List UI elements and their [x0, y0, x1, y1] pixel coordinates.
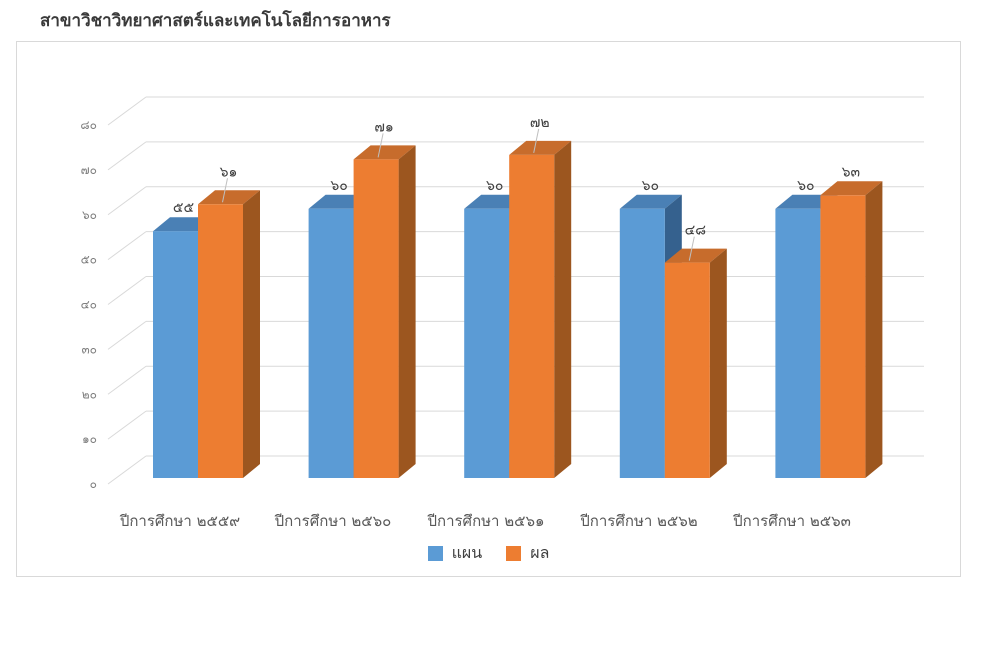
- bar-top-result: [198, 190, 260, 205]
- bar-side-result: [243, 190, 260, 478]
- data-label-leader-line: [688, 236, 695, 261]
- data-label: ๕๕: [173, 200, 194, 216]
- data-label: ๖๑: [220, 164, 238, 180]
- y-tick-label: ๓๐: [81, 342, 97, 356]
- legend-swatch-plan-icon: [427, 545, 443, 561]
- bar-plan: [464, 208, 510, 478]
- bar-plan: [775, 208, 821, 478]
- legend-item-result: ผล: [506, 544, 549, 562]
- data-label: ๖๓: [842, 164, 860, 180]
- bar-plan: [153, 231, 198, 478]
- y-axis-tick-line: [107, 276, 147, 305]
- legend-item-plan: แผน: [427, 543, 483, 562]
- bar-result: [820, 195, 866, 478]
- y-tick-label: ๘๐: [80, 118, 97, 132]
- x-category-label: ปีการศึกษา ๒๕๕๙: [119, 512, 240, 530]
- data-label: ๖๐: [330, 178, 347, 194]
- data-label: ๗๑: [374, 119, 393, 135]
- legend-label-plan: แผน: [451, 543, 483, 562]
- bar-top-result: [353, 145, 416, 160]
- y-axis-tick-line: [107, 410, 147, 440]
- y-tick-label: ๔๐: [81, 298, 97, 312]
- bar-side-result: [865, 181, 883, 478]
- data-label-leader-line: [222, 178, 228, 203]
- y-axis-tick-line: [107, 455, 147, 485]
- data-label-leader-line: [377, 133, 384, 158]
- x-category-label: ปีการศึกษา ๒๕๖๐: [274, 512, 392, 530]
- bar-result: [509, 154, 555, 478]
- y-axis-tick-line: [107, 96, 147, 126]
- bar-side-result: [398, 145, 416, 478]
- bar-side-result: [554, 140, 572, 478]
- y-tick-label: ๒๐: [82, 387, 97, 401]
- y-axis-tick-line: [107, 141, 147, 171]
- bar-top-result: [820, 181, 883, 196]
- chart-panel[interactable]: ๐ ๑๐ ๒๐ ๓๐ ๔๐ ๕๐ ๖๐ ๗๐ ๘๐๕๕ ๖๑ปีการศึกษา ๒๕๕๙ ๖๐ ๗๑…: [16, 41, 961, 577]
- x-category-label: ปีการศึกษา ๒๕๖๒: [579, 512, 697, 530]
- x-category-label: ปีการศึกษา ๒๕๖๓: [732, 512, 851, 530]
- y-axis-tick-line: [107, 365, 147, 395]
- bar-result: [198, 204, 243, 478]
- data-label: ๖๐: [797, 178, 814, 194]
- data-label: ๗๒: [530, 115, 550, 131]
- bar-plan: [619, 208, 665, 478]
- legend-label-result: ผล: [530, 543, 550, 562]
- y-tick-label: ๑๐: [82, 432, 97, 446]
- chart-title: สาขาวิชาวิทยาศาสตร์และเทคโนโลยีการอาหาร: [40, 11, 391, 31]
- bar-plan: [308, 208, 354, 478]
- bar-result: [353, 159, 399, 478]
- bar-result: [664, 262, 710, 478]
- y-tick-label: ๖๐: [82, 208, 97, 222]
- bar-top-plan: [619, 194, 682, 209]
- y-axis-tick-line: [107, 320, 147, 350]
- y-axis-tick-line: [107, 186, 147, 216]
- legend-swatch-result-icon: [506, 545, 522, 561]
- data-label-leader-line: [533, 128, 540, 154]
- x-category-label: ปีการศึกษา ๒๕๖๑: [427, 512, 545, 530]
- data-label: ๖๐: [486, 178, 503, 194]
- data-label: ๖๐: [642, 178, 659, 194]
- chart-legend: แผน ผล: [17, 544, 960, 562]
- y-tick-label: ๐: [90, 477, 97, 491]
- y-axis-tick-line: [107, 231, 147, 261]
- data-label: ๔๘: [685, 223, 706, 239]
- y-tick-label: ๕๐: [81, 253, 97, 267]
- bar-top-result: [509, 140, 572, 155]
- bar-top-result: [664, 248, 727, 263]
- y-tick-label: ๗๐: [81, 163, 97, 177]
- bar-side-result: [709, 248, 727, 478]
